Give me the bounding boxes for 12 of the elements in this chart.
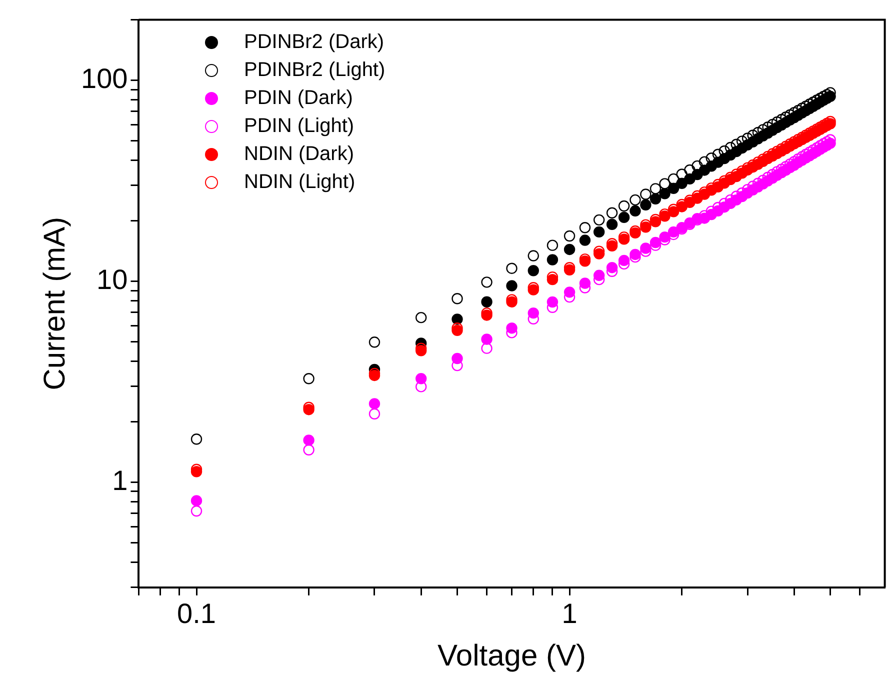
- y-axis-title: Current (mA): [38, 216, 72, 390]
- legend-label: NDIN (Dark): [244, 142, 354, 166]
- legend-label: PDIN (Dark): [244, 86, 353, 110]
- x-axis-title: Voltage (V): [438, 639, 586, 672]
- legend-label: PDINBr2 (Dark): [244, 30, 384, 54]
- legend-label: PDIN (Light): [244, 114, 354, 138]
- x-tick-label: 0.1: [177, 598, 216, 629]
- legend-label: PDINBr2 (Light): [244, 58, 386, 82]
- y-tick-label: 10: [96, 264, 128, 296]
- y-tick-label: 1: [112, 465, 128, 496]
- legend-label: NDIN (Light): [244, 170, 356, 194]
- y-tick-label: 100: [81, 63, 128, 94]
